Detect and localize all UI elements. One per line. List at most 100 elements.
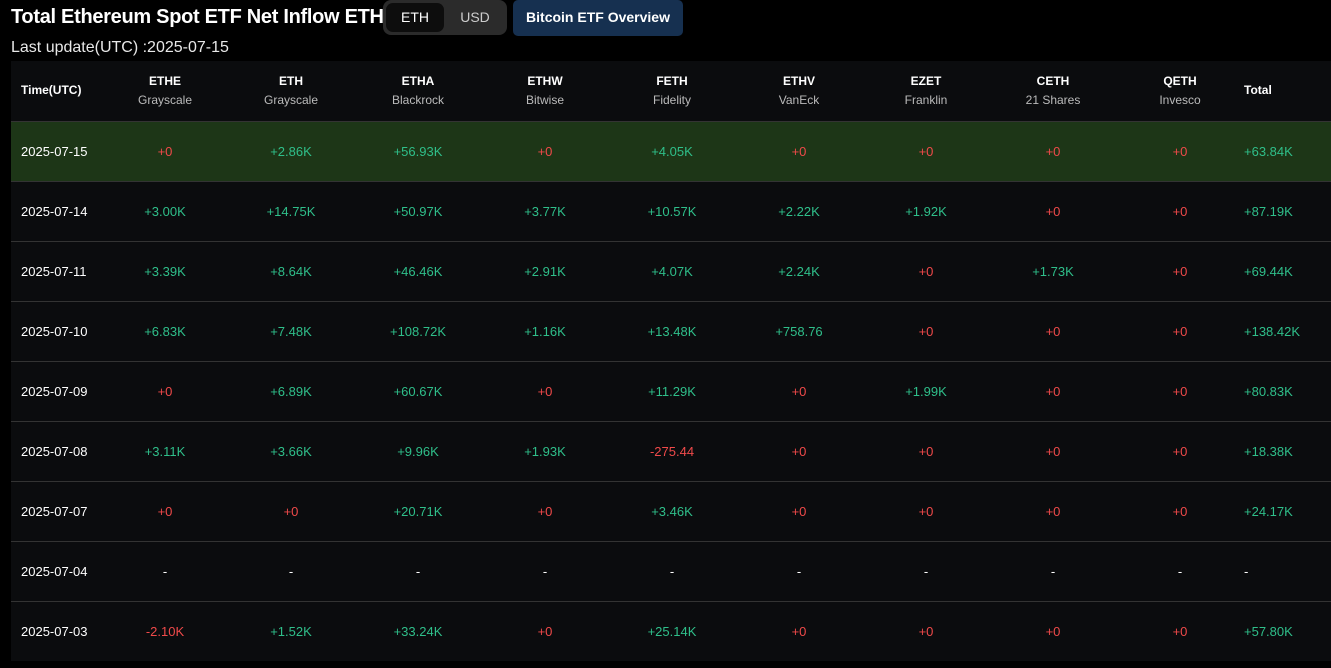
- flow-cell: +3.77K: [524, 204, 566, 219]
- flow-cell: +1.16K: [524, 324, 566, 339]
- flow-cell: +3.46K: [651, 504, 693, 519]
- flow-cell: +0: [537, 504, 553, 519]
- flow-cell: +1.92K: [905, 204, 947, 219]
- flow-cell: +0: [157, 144, 173, 159]
- flow-cell: +0: [918, 504, 934, 519]
- column-ticker: ETHV: [782, 74, 815, 88]
- table-row: 2025-07-14 +3.00K +14.75K +50.97K +3.77K +10.…: [11, 181, 1331, 241]
- flow-cell: -: [796, 564, 802, 579]
- flow-cell: +4.05K: [651, 144, 693, 159]
- flow-cell: +56.93K: [393, 144, 443, 159]
- flow-cell: -: [1177, 564, 1183, 579]
- flow-cell: -: [923, 564, 929, 579]
- column-ticker: QETH: [1163, 74, 1197, 88]
- flow-cell: -2.10K: [145, 624, 185, 639]
- flow-cell: +3.66K: [270, 444, 312, 459]
- flow-cell: +2.24K: [778, 264, 820, 279]
- table-row: 2025-07-15 +0 +2.86K +56.93K +0 +4.05K +0 +0 +0 +…: [11, 121, 1331, 181]
- flow-cell: +2.22K: [778, 204, 820, 219]
- date-cell: 2025-07-14: [21, 204, 88, 219]
- column-issuer: Grayscale: [137, 93, 193, 107]
- page-title: Total Ethereum Spot ETF Net Inflow ETH: [11, 6, 384, 28]
- date-cell: 2025-07-09: [21, 384, 88, 399]
- date-cell: 2025-07-04: [21, 564, 88, 579]
- flow-cell: +0: [791, 384, 807, 399]
- flow-cell: +0: [918, 624, 934, 639]
- table-row: 2025-07-08 +3.11K +3.66K +9.96K +1.93K -275.4…: [11, 421, 1331, 481]
- flow-cell: +60.67K: [393, 384, 443, 399]
- flow-cell: +14.75K: [266, 204, 316, 219]
- flow-cell: +0: [157, 504, 173, 519]
- toggle-eth[interactable]: ETH: [386, 3, 444, 32]
- column-ticker: EZET: [910, 74, 942, 88]
- flow-cell: +3.00K: [144, 204, 186, 219]
- date-cell: 2025-07-07: [21, 504, 88, 519]
- flow-cell: +2.86K: [270, 144, 312, 159]
- column-issuer: Fidelity: [652, 93, 691, 107]
- flow-cell: +0: [1045, 384, 1061, 399]
- flow-cell: +63.84K: [1244, 144, 1293, 159]
- flow-cell: +0: [1172, 444, 1188, 459]
- flow-cell: +1.99K: [905, 384, 947, 399]
- column-ticker: CETH: [1036, 74, 1070, 88]
- date-cell: 2025-07-11: [21, 264, 87, 279]
- flow-cell: +0: [1172, 384, 1188, 399]
- flow-cell: +3.39K: [144, 264, 186, 279]
- flow-cell: +10.57K: [647, 204, 697, 219]
- date-cell: 2025-07-15: [21, 144, 88, 159]
- column-ticker: ETHA: [401, 74, 435, 88]
- flow-cell: +6.83K: [144, 324, 186, 339]
- flow-cell: +0: [1172, 324, 1188, 339]
- table-row: 2025-07-10 +6.83K +7.48K +108.72K +1.16K +13.…: [11, 301, 1331, 361]
- flow-cell: -: [1050, 564, 1056, 579]
- unit-toggle: ETH USD: [383, 0, 507, 35]
- flow-cell: +0: [1045, 144, 1061, 159]
- flow-cell: +0: [1172, 624, 1188, 639]
- flow-cell: +0: [1045, 624, 1061, 639]
- flow-cell: +0: [791, 504, 807, 519]
- flow-cell: +0: [1172, 144, 1188, 159]
- column-issuer: 21 Shares: [1025, 93, 1081, 107]
- flow-cell: -: [542, 564, 548, 579]
- column-ticker: ETH: [279, 74, 303, 88]
- flow-table: Time(UTC) ETHE Grayscale ETH Grayscale ETHA Bl…: [11, 61, 1331, 661]
- table-row: 2025-07-07 +0 +0 +20.71K +0 +3.46K +0 +0 +0 +0 +24…: [11, 481, 1331, 541]
- column-header: Time(UTC): [21, 83, 82, 97]
- flow-cell: +0: [157, 384, 173, 399]
- table-row: 2025-07-09 +0 +6.89K +60.67K +0 +11.29K +0 +1.9…: [11, 361, 1331, 421]
- flow-cell: +1.73K: [1032, 264, 1074, 279]
- flow-cell: +0: [1172, 504, 1188, 519]
- flow-cell: +6.89K: [270, 384, 312, 399]
- flow-cell: -: [288, 564, 294, 579]
- flow-cell: -: [415, 564, 421, 579]
- last-update: Last update(UTC) :2025-07-15: [11, 39, 229, 56]
- flow-cell: +0: [1045, 324, 1061, 339]
- table-row: 2025-07-11 +3.39K +8.64K +46.46K +2.91K +4.07…: [11, 241, 1331, 301]
- column-issuer: Bitwise: [525, 93, 564, 107]
- flow-cell: +87.19K: [1244, 204, 1293, 219]
- flow-cell: +0: [918, 324, 934, 339]
- flow-cell: +0: [1172, 264, 1188, 279]
- flow-cell: +0: [537, 384, 553, 399]
- flow-cell: +4.07K: [651, 264, 693, 279]
- flow-cell: +0: [918, 264, 934, 279]
- flow-cell: +758.76: [775, 324, 823, 339]
- flow-cell: +7.48K: [270, 324, 312, 339]
- flow-cell: +69.44K: [1244, 264, 1293, 279]
- date-cell: 2025-07-03: [21, 624, 88, 639]
- column-header: Total: [1244, 83, 1272, 97]
- flow-cell: +138.42K: [1244, 324, 1301, 339]
- flow-cell: +108.72K: [389, 324, 447, 339]
- flow-cell: +3.11K: [144, 444, 186, 459]
- column-ticker: ETHE: [148, 74, 181, 88]
- flow-cell: +13.48K: [647, 324, 697, 339]
- overview-button[interactable]: Bitcoin ETF Overview: [513, 0, 683, 36]
- flow-cell: +0: [1045, 504, 1061, 519]
- flow-cell: +0: [791, 624, 807, 639]
- flow-cell: +0: [1045, 204, 1061, 219]
- flow-cell: +46.46K: [393, 264, 443, 279]
- flow-cell: +33.24K: [393, 624, 443, 639]
- toggle-usd[interactable]: USD: [460, 9, 490, 25]
- flow-cell: +9.96K: [397, 444, 439, 459]
